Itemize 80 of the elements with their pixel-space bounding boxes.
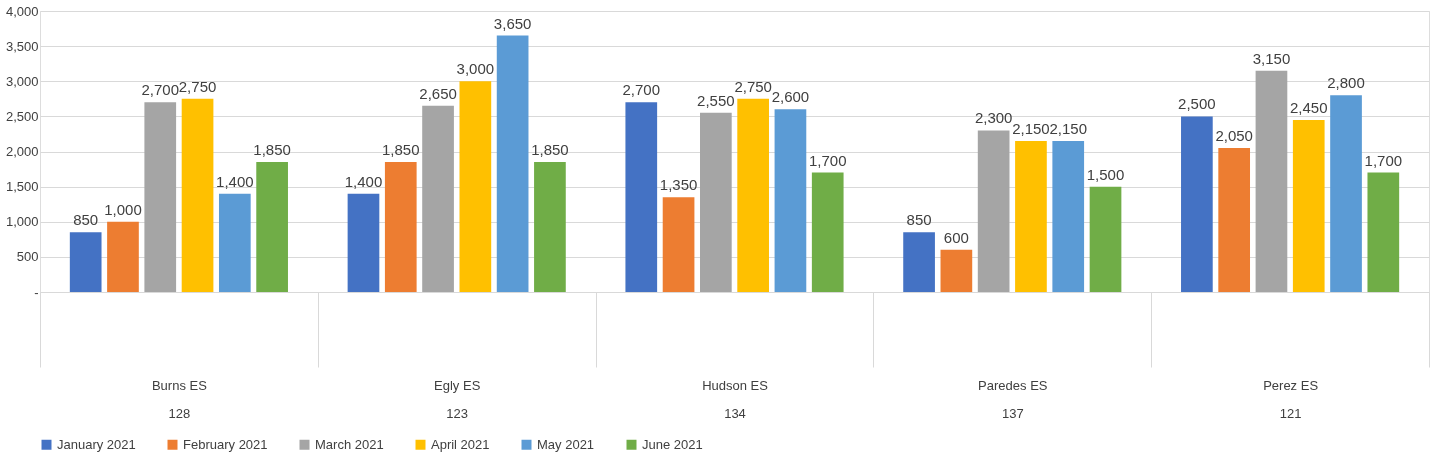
bar [1089, 186, 1122, 292]
y-tick-label: 2,500 [5, 108, 39, 124]
data-label: 3,150 [1252, 49, 1291, 67]
data-label: 1,850 [381, 141, 420, 159]
bar [218, 193, 251, 292]
data-label: 2,700 [622, 81, 661, 99]
y-tick-label: 1,500 [5, 179, 39, 195]
bar [144, 102, 177, 292]
bar [940, 249, 973, 292]
bar [1367, 172, 1400, 292]
legend-label: April 2021 [431, 436, 490, 452]
legend-label: February 2021 [183, 436, 268, 452]
bar [1330, 95, 1362, 292]
bar [384, 162, 417, 292]
data-label: 2,150 [1012, 119, 1050, 137]
bar [534, 162, 566, 292]
data-label: 2,050 [1215, 126, 1253, 144]
y-tick-label: 4,000 [5, 3, 39, 19]
data-label: 2,750 [734, 77, 772, 95]
data-label: 1,000 [104, 200, 142, 218]
data-label: 2,150 [1049, 119, 1088, 137]
data-label: 1,400 [344, 172, 383, 190]
bar [737, 98, 769, 292]
legend-label: January 2021 [57, 436, 136, 452]
x-tick-label: Paredes ES 137 [978, 377, 1048, 421]
data-label: 1,850 [253, 141, 291, 159]
data-label: 1,500 [1086, 165, 1125, 183]
bar [181, 98, 214, 292]
y-tick-label: 3,000 [5, 73, 39, 89]
data-label: 2,750 [178, 77, 217, 95]
x-tick-label: Perez ES 121 [1263, 377, 1319, 421]
bar [1292, 119, 1325, 292]
legend-label: June 2021 [642, 436, 703, 452]
bar [1255, 70, 1288, 292]
data-label: 1,850 [531, 141, 569, 159]
bar [977, 130, 1010, 292]
y-tick-label: 2,000 [5, 144, 39, 159]
data-label: 1,350 [659, 176, 698, 194]
bar [903, 232, 935, 292]
data-label: 850 [906, 211, 932, 229]
bar [1218, 147, 1251, 292]
x-tick-label: Hudson ES 134 [702, 377, 769, 421]
bar [774, 109, 807, 292]
bar [69, 232, 102, 292]
x-tick-label: Egly ES 123 [434, 377, 481, 421]
y-tick-label: 3,500 [5, 38, 39, 54]
legend-label: March 2021 [315, 436, 384, 452]
bar [811, 172, 844, 292]
data-label: 1,700 [1364, 151, 1403, 169]
y-tick-label: 500 [16, 249, 39, 265]
data-label: 2,450 [1289, 98, 1328, 116]
y-tick-label: - [34, 284, 39, 300]
bar [662, 197, 695, 292]
data-label: 850 [73, 211, 99, 229]
data-label: 2,500 [1178, 95, 1216, 113]
bar [256, 162, 288, 292]
bar [1181, 116, 1213, 292]
bar [1015, 140, 1047, 292]
data-label: 600 [943, 228, 969, 246]
data-label: 2,600 [771, 88, 810, 106]
bar [1052, 140, 1085, 292]
data-label: 2,300 [974, 109, 1013, 127]
bar [422, 105, 454, 292]
data-label: 2,550 [697, 91, 735, 109]
data-label: 2,700 [141, 81, 180, 99]
bar [347, 193, 380, 292]
data-label: 1,400 [216, 172, 254, 190]
bar [700, 112, 732, 292]
data-label: 1,700 [808, 151, 847, 169]
y-tick-label: 1,000 [5, 214, 39, 230]
data-label: 3,000 [456, 60, 495, 78]
bar [496, 35, 529, 292]
x-tick-label: Burns ES 128 [151, 377, 208, 421]
legend-label: May 2021 [537, 436, 595, 452]
bar [459, 81, 492, 292]
data-label: 2,800 [1327, 74, 1365, 92]
data-label: 2,650 [419, 84, 457, 102]
data-label: 3,650 [493, 14, 532, 32]
bar [107, 221, 139, 292]
bar [625, 102, 658, 292]
